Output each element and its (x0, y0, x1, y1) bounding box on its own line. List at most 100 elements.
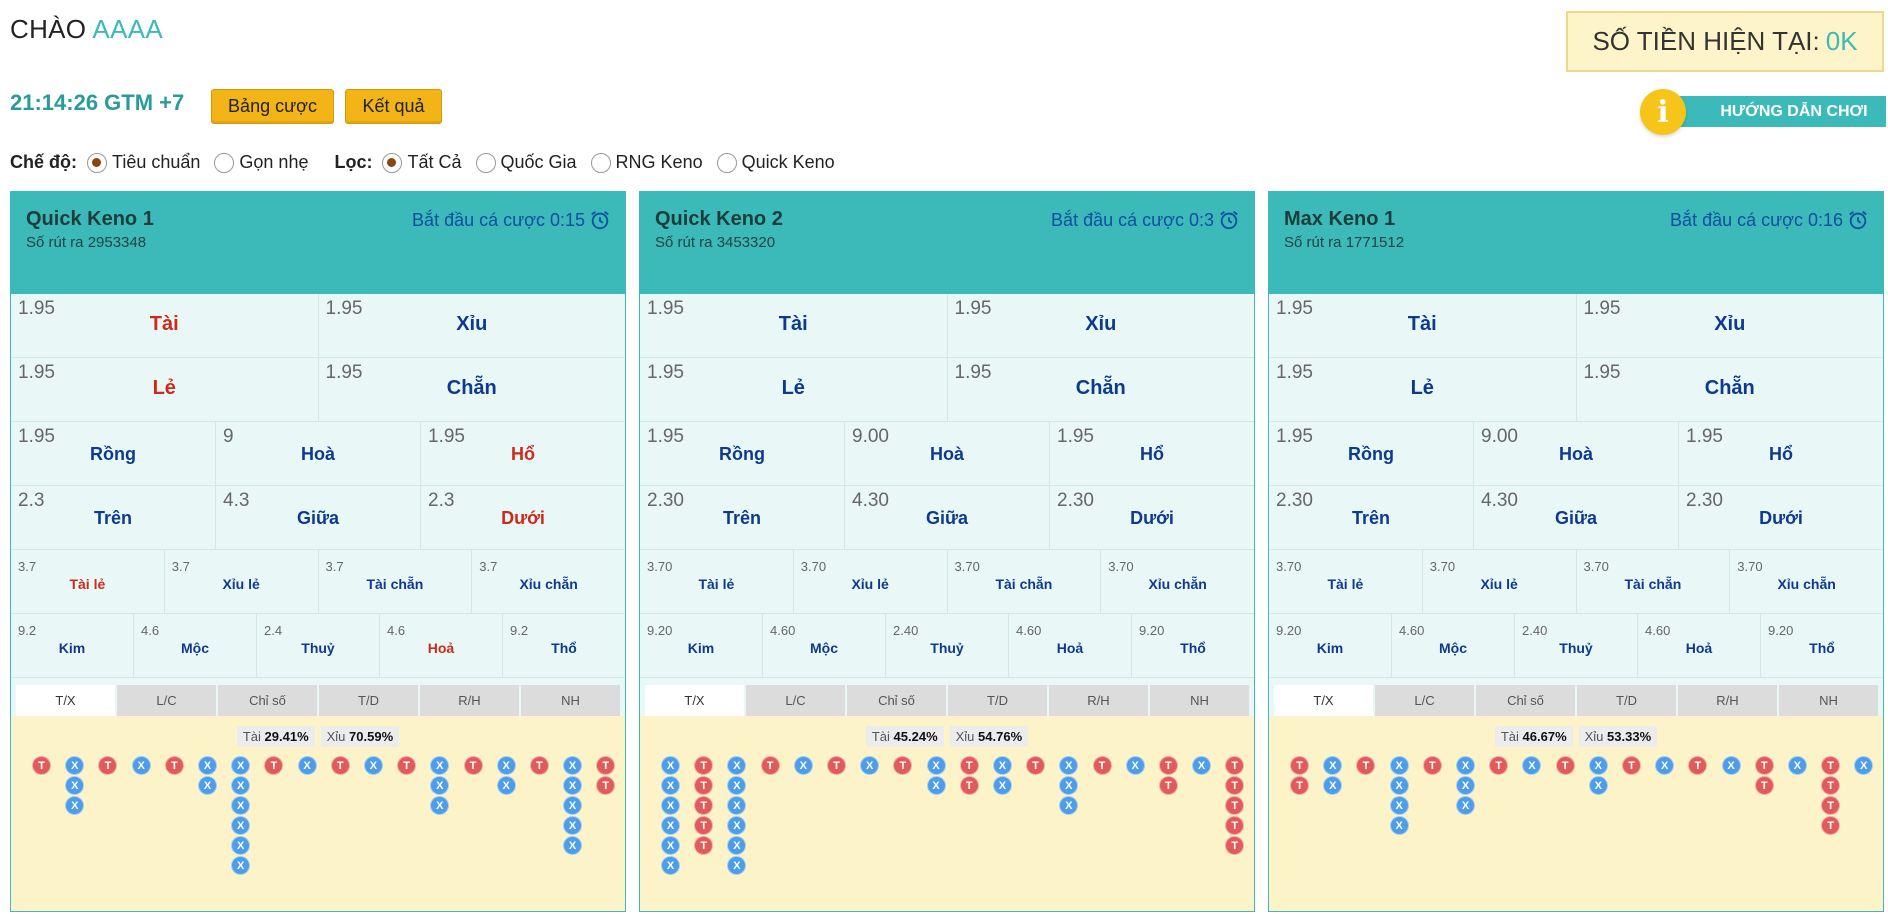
countdown: Bắt đầu cá cược 0:15 (412, 209, 611, 231)
xiu-ball: X (65, 756, 85, 775)
bet-option[interactable]: 1.95 Hổ (1679, 422, 1883, 485)
xiu-ball: X (198, 756, 218, 775)
xiu-ball: X (496, 756, 516, 775)
filter-radio-national[interactable]: Quốc Gia (475, 152, 577, 173)
bet-option[interactable]: 4.60 Mộc (763, 614, 886, 677)
bet-option[interactable]: 1.95 Tài (11, 294, 319, 357)
bet-option[interactable]: 3.7 Xỉu lẻ (165, 550, 319, 613)
bet-option[interactable]: 3.7 Tài lẻ (11, 550, 165, 613)
bet-option[interactable]: 1.95 Tài (1269, 294, 1577, 357)
bet-option[interactable]: 3.7 Tài chẵn (319, 550, 473, 613)
bet-option[interactable]: 1.95 Xỉu (1577, 294, 1884, 357)
stats-tab[interactable]: L/C (1375, 685, 1474, 716)
stats-tab[interactable]: R/H (1049, 685, 1148, 716)
xiu-ball: X (727, 816, 747, 835)
bet-option[interactable]: 1.95 Rồng (1269, 422, 1474, 485)
stats-tab[interactable]: R/H (420, 685, 519, 716)
stats-tab[interactable]: Chỉ số (847, 685, 946, 716)
bet-option[interactable]: 2.30 Trên (1269, 486, 1474, 549)
bet-option[interactable]: 9.00 Hoà (845, 422, 1050, 485)
filter-radio-quick-keno[interactable]: Quick Keno (716, 152, 835, 173)
bet-option[interactable]: 3.70 Tài chẵn (948, 550, 1102, 613)
bet-option[interactable]: 1.95 Chẵn (948, 358, 1255, 421)
bet-option[interactable]: 1.95 Xỉu (319, 294, 626, 357)
bet-option[interactable]: 4.60 Hoả (1638, 614, 1761, 677)
stats-tab[interactable]: T/X (1274, 685, 1373, 716)
bet-option[interactable]: 9.00 Hoà (1474, 422, 1679, 485)
bet-option[interactable]: 2.3 Trên (11, 486, 216, 549)
bet-option[interactable]: 4.3 Giữa (216, 486, 421, 549)
stats-tab[interactable]: T/X (16, 685, 115, 716)
bet-option[interactable]: 1.95 Chẵn (319, 358, 626, 421)
filter-radio-all[interactable]: Tất Cả (382, 152, 462, 173)
bet-option[interactable]: 3.70 Xỉu chẵn (1101, 550, 1254, 613)
tai-ball: T (893, 756, 913, 775)
bet-option[interactable]: 2.30 Trên (640, 486, 845, 549)
bet-table-button[interactable]: Bảng cược (211, 89, 334, 124)
bet-option[interactable]: 3.70 Xỉu lẻ (794, 550, 948, 613)
bet-option[interactable]: 3.7 Xỉu chẵn (472, 550, 625, 613)
bet-option[interactable]: 1.95 Xỉu (948, 294, 1255, 357)
stats-tab[interactable]: R/H (1678, 685, 1777, 716)
mode-radio-compact[interactable]: Gọn nhẹ (214, 152, 308, 173)
bet-option[interactable]: 1.95 Lẻ (640, 358, 948, 421)
bet-option[interactable]: 2.40 Thuỷ (886, 614, 1009, 677)
xiu-percent: 53.33% (1607, 728, 1652, 744)
mode-radio-standard[interactable]: Tiêu chuẩn (87, 152, 200, 173)
stats-tab[interactable]: T/X (645, 685, 744, 716)
bet-option[interactable]: 1.95 Tài (640, 294, 948, 357)
bet-option[interactable]: 9.2 Thổ (503, 614, 625, 677)
bet-option[interactable]: 3.70 Tài lẻ (640, 550, 794, 613)
bet-option[interactable]: 9.20 Thổ (1761, 614, 1883, 677)
bet-option[interactable]: 4.60 Mộc (1392, 614, 1515, 677)
guide-button[interactable]: HƯỚNG DẪN CHƠI i (1640, 89, 1886, 135)
bet-option[interactable]: 4.30 Giữa (1474, 486, 1679, 549)
bet-option[interactable]: 1.95 Chẵn (1577, 358, 1884, 421)
stats-tab[interactable]: NH (1779, 685, 1878, 716)
bet-option[interactable]: 1.95 Lẻ (11, 358, 319, 421)
stats-tab[interactable]: Chỉ số (218, 685, 317, 716)
stats-tab[interactable]: T/D (948, 685, 1047, 716)
stats-tab[interactable]: NH (521, 685, 620, 716)
mode-option-label: Tiêu chuẩn (112, 152, 201, 172)
bet-option[interactable]: 4.6 Mộc (134, 614, 257, 677)
bet-option[interactable]: 3.70 Xỉu chẵn (1730, 550, 1883, 613)
stats-tab[interactable]: NH (1150, 685, 1249, 716)
bet-option[interactable]: 9.2 Kim (11, 614, 134, 677)
stats-tab[interactable]: T/D (319, 685, 418, 716)
bet-name: Kim (1316, 640, 1344, 656)
bet-name: Chẵn (446, 377, 497, 399)
results-button[interactable]: Kết quả (345, 89, 442, 124)
stats-tab[interactable]: L/C (746, 685, 845, 716)
stats-tab[interactable]: L/C (117, 685, 216, 716)
bet-option[interactable]: 1.95 Lẻ (1269, 358, 1577, 421)
bet-option[interactable]: 3.70 Xỉu lẻ (1423, 550, 1577, 613)
bet-option[interactable]: 9.20 Thổ (1132, 614, 1254, 677)
bet-option[interactable]: 1.95 Rồng (11, 422, 216, 485)
bet-option[interactable]: 2.4 Thuỷ (257, 614, 380, 677)
bet-option[interactable]: 3.70 Tài lẻ (1269, 550, 1423, 613)
bet-option[interactable]: 1.95 Hổ (1050, 422, 1254, 485)
bet-option[interactable]: 2.40 Thuỷ (1515, 614, 1638, 677)
bet-option[interactable]: 2.3 Dưới (421, 486, 625, 549)
bet-odds: 3.7 (479, 559, 498, 574)
bet-option[interactable]: 2.30 Dưới (1050, 486, 1254, 549)
bet-option[interactable]: 3.70 Tài chẵn (1577, 550, 1731, 613)
bet-option[interactable]: 9.20 Kim (1269, 614, 1392, 677)
tai-ball: T (397, 756, 417, 775)
filter-radio-rng-keno[interactable]: RNG Keno (590, 152, 703, 173)
bet-option[interactable]: 2.30 Dưới (1679, 486, 1883, 549)
xiu-ball: X (563, 796, 583, 815)
bet-option[interactable]: 1.95 Hổ (421, 422, 625, 485)
bet-option[interactable]: 4.6 Hoả (380, 614, 503, 677)
stats-tab[interactable]: Chỉ số (1476, 685, 1575, 716)
bet-option[interactable]: 4.30 Giữa (845, 486, 1050, 549)
bet-option[interactable]: 9.20 Kim (640, 614, 763, 677)
bet-option[interactable]: 4.60 Hoả (1009, 614, 1132, 677)
stats-tab[interactable]: T/D (1577, 685, 1676, 716)
bet-option[interactable]: 9 Hoà (216, 422, 421, 485)
bet-option[interactable]: 1.95 Rồng (640, 422, 845, 485)
